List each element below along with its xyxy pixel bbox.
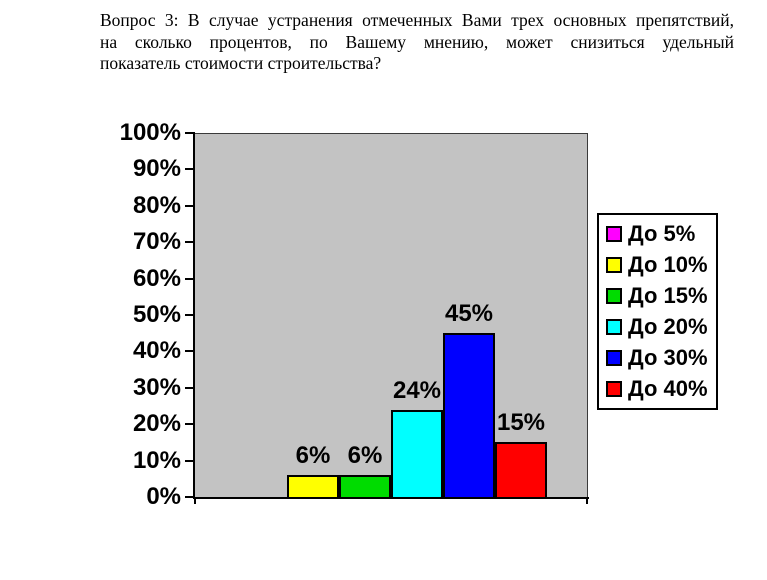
y-tick-mark [185, 132, 195, 134]
y-tick-label: 30% [132, 374, 181, 401]
legend-swatch-icon [606, 381, 622, 398]
y-tick-label: 100% [119, 119, 181, 146]
y-tick-mark [185, 314, 195, 316]
bar [391, 410, 443, 499]
legend-item: До 10% [606, 250, 716, 280]
y-tick-label: 60% [132, 265, 181, 292]
bar-value-label: 6% [347, 442, 383, 469]
legend-item: До 40% [606, 374, 716, 404]
y-tick-label: 40% [132, 337, 181, 364]
legend-label: До 20% [628, 314, 708, 340]
legend-swatch-icon [606, 256, 622, 273]
legend-swatch-icon [606, 225, 622, 242]
y-tick-label: 0% [146, 483, 181, 510]
legend-label: До 15% [628, 282, 708, 308]
y-tick-label: 90% [132, 155, 181, 182]
bar-value-label: 45% [444, 300, 494, 327]
bar [495, 442, 547, 499]
bar-value-label: 6% [295, 442, 331, 469]
chart-question-title: Вопрос 3: В случае устранения отмеченных… [100, 10, 734, 75]
title-line-1: Вопрос 3: В случае устранения отмеченных… [100, 10, 734, 30]
y-tick-label: 80% [132, 192, 181, 219]
y-tick-mark [185, 278, 195, 280]
y-tick-mark [185, 460, 195, 462]
title-line-2: на сколько процентов, по Вашему мнению, … [100, 31, 734, 52]
y-tick-label: 10% [132, 447, 181, 474]
bar-value-label: 15% [496, 409, 546, 436]
bar-value-label: 24% [392, 377, 442, 404]
legend-label: До 10% [628, 251, 708, 277]
y-tick-label: 50% [132, 301, 181, 328]
x-axis-tick-left [194, 497, 196, 504]
title-line-3: показатель стоимости строительства? [100, 53, 382, 74]
y-tick-mark [185, 168, 195, 170]
y-tick-mark [185, 423, 195, 425]
y-tick-mark [185, 241, 195, 243]
y-tick-label: 70% [132, 228, 181, 255]
y-tick-label: 20% [132, 410, 181, 437]
y-tick-mark [185, 387, 195, 389]
legend-label: До 5% [628, 220, 696, 246]
legend-label: До 40% [628, 376, 708, 402]
y-tick-mark [185, 205, 195, 207]
y-tick-mark [185, 496, 195, 498]
bar [443, 333, 495, 499]
bar [339, 475, 391, 499]
x-axis-line [193, 497, 589, 499]
y-tick-mark [185, 350, 195, 352]
legend: До 5% До 10% До 15% До 20% До 30% До 40% [597, 213, 718, 410]
x-axis-tick-right [586, 497, 588, 504]
legend-label: До 30% [628, 345, 708, 371]
legend-swatch-icon [606, 350, 622, 367]
legend-swatch-icon [606, 287, 622, 304]
legend-item: До 15% [606, 281, 716, 311]
legend-item: До 20% [606, 312, 716, 342]
legend-item: До 5% [606, 219, 716, 249]
legend-item: До 30% [606, 343, 716, 373]
legend-swatch-icon [606, 319, 622, 336]
bar [287, 475, 339, 499]
y-axis-line [193, 132, 195, 498]
